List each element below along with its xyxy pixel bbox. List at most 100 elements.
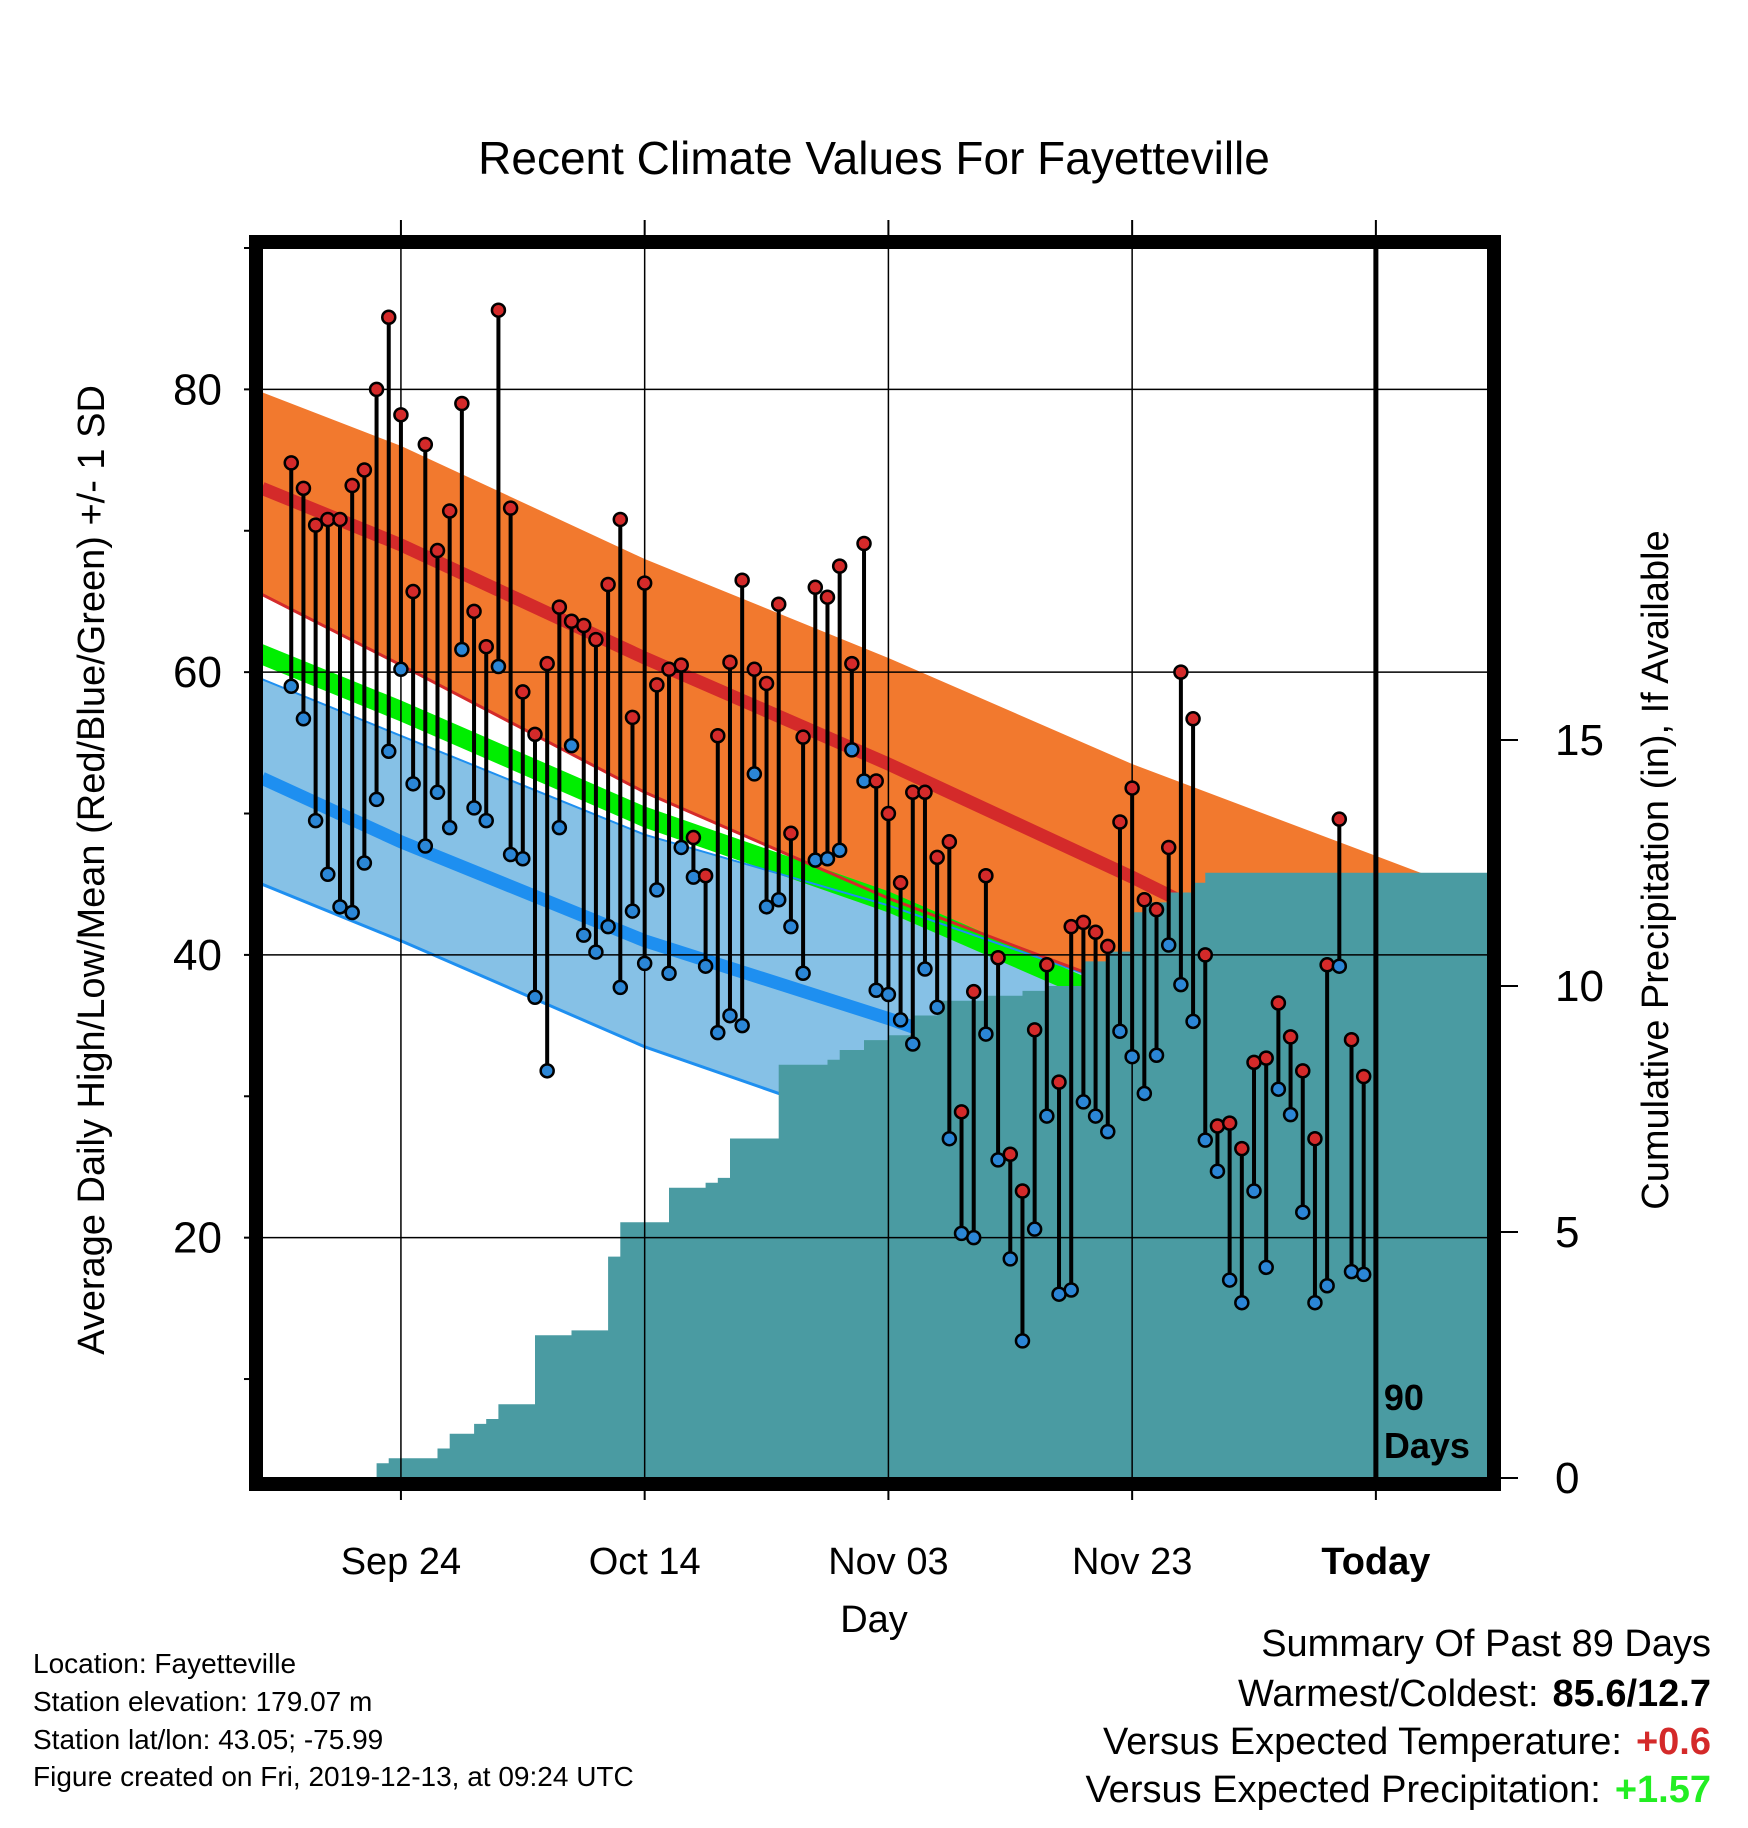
- daily-high-point: [1173, 664, 1189, 680]
- daily-low-point: [1221, 1272, 1238, 1288]
- daily-high-point: [380, 309, 397, 326]
- daily-high-point: [795, 729, 811, 745]
- y-axis-label: Average Daily High/Low/Mean (Red/Blue/Gr…: [71, 385, 113, 1355]
- daily-high-point: [722, 654, 738, 670]
- daily-high-point: [978, 867, 994, 884]
- daily-high-point: [588, 631, 604, 648]
- daily-low-point: [880, 986, 897, 1003]
- today-marker-label: 90: [1384, 1377, 1424, 1418]
- daily-low-point: [1039, 1108, 1055, 1124]
- daily-low-point: [697, 958, 714, 974]
- precip-deviation-value: +1.57: [1614, 1769, 1711, 1811]
- x-tick-label: Today: [1321, 1541, 1430, 1583]
- y-tick-label: 80: [173, 365, 222, 414]
- plot-frame: [249, 235, 1501, 1491]
- daily-low-point: [1197, 1132, 1214, 1148]
- daily-high-point: [624, 709, 641, 726]
- x-axis-label: Day: [840, 1599, 908, 1641]
- created-text: Figure created on Fri, 2019-12-13, at 09…: [33, 1761, 634, 1792]
- daily-high-point: [649, 677, 665, 693]
- daily-low-point: [1136, 1085, 1153, 1102]
- daily-high-point: [917, 784, 933, 801]
- location-text: Location: Fayetteville: [33, 1648, 297, 1679]
- daily-low-point: [1002, 1251, 1019, 1267]
- daily-high-point: [368, 381, 385, 398]
- daily-low-point: [307, 812, 324, 829]
- daily-low-point: [405, 776, 421, 792]
- daily-high-point: [807, 579, 824, 596]
- daily-high-point: [697, 867, 714, 884]
- daily-low-point: [1173, 976, 1189, 993]
- daily-low-point: [831, 842, 848, 859]
- daily-low-point: [1124, 1048, 1140, 1065]
- daily-high-point: [441, 503, 458, 519]
- daily-low-point: [795, 965, 811, 982]
- daily-high-point: [1282, 1029, 1299, 1045]
- daily-high-point: [1221, 1115, 1238, 1131]
- daily-low-point: [758, 899, 775, 915]
- plot-content: 90 Days: [262, 248, 1488, 1478]
- daily-low-point: [600, 918, 616, 935]
- temp-deviation-value: +0.6: [1635, 1721, 1711, 1763]
- daily-high-point: [710, 728, 726, 744]
- daily-low-point: [1307, 1294, 1323, 1311]
- y2-tick-label: 15: [1555, 716, 1604, 765]
- daily-high-point: [478, 638, 494, 655]
- daily-high-point: [356, 462, 373, 478]
- daily-low-point: [295, 711, 312, 727]
- daily-low-point: [393, 661, 409, 678]
- daily-low-point: [892, 1012, 909, 1028]
- y2-tick-label: 0: [1555, 1454, 1579, 1503]
- daily-high-point: [819, 589, 836, 605]
- elevation-text: Station elevation: 179.07 m: [33, 1686, 373, 1717]
- daily-high-point: [405, 583, 421, 600]
- y2-tick-label: 10: [1555, 962, 1604, 1011]
- daily-low-point: [1246, 1183, 1262, 1199]
- daily-low-point: [770, 892, 787, 908]
- daily-low-point: [746, 766, 763, 782]
- daily-high-point: [1087, 924, 1104, 941]
- daily-high-point: [831, 558, 848, 574]
- daily-high-point: [295, 480, 312, 497]
- chart-title: Recent Climate Values For Fayetteville: [478, 132, 1270, 184]
- daily-low-point: [1087, 1108, 1104, 1124]
- daily-low-point: [1282, 1106, 1299, 1123]
- daily-high-point: [490, 302, 507, 318]
- daily-high-point: [515, 684, 531, 700]
- daily-high-point: [783, 825, 799, 842]
- daily-high-point: [685, 829, 702, 846]
- daily-low-point: [1026, 1221, 1043, 1237]
- daily-high-point: [502, 500, 519, 516]
- latlon-text: Station lat/lon: 43.05; -75.99: [33, 1724, 384, 1755]
- daily-high-point: [539, 655, 555, 672]
- daily-high-point: [758, 675, 775, 692]
- daily-high-point: [527, 726, 543, 743]
- daily-low-point: [649, 882, 665, 898]
- daily-low-point: [551, 819, 568, 836]
- daily-low-point: [1014, 1333, 1031, 1349]
- daily-low-point: [429, 784, 446, 801]
- y-tick-label: 20: [173, 1214, 222, 1263]
- daily-low-point: [1100, 1123, 1116, 1140]
- daily-high-point: [1270, 995, 1287, 1011]
- daily-high-point: [1014, 1183, 1031, 1199]
- daily-high-point: [1026, 1022, 1043, 1038]
- today-marker-label: Days: [1384, 1425, 1470, 1466]
- daily-low-point: [1185, 1013, 1201, 1030]
- daily-high-point: [1319, 957, 1335, 973]
- daily-high-point: [673, 657, 689, 673]
- daily-low-point: [710, 1024, 726, 1041]
- daily-low-point: [490, 658, 507, 675]
- daily-high-point: [1112, 814, 1128, 830]
- daily-low-point: [466, 800, 482, 816]
- daily-low-point: [344, 904, 360, 921]
- daily-high-point: [953, 1104, 970, 1120]
- daily-high-point: [393, 407, 409, 423]
- daily-low-point: [1295, 1204, 1311, 1220]
- daily-high-point: [880, 805, 897, 822]
- daily-high-point: [1124, 780, 1140, 796]
- daily-high-point: [466, 603, 482, 620]
- daily-low-point: [441, 819, 458, 836]
- daily-high-point: [429, 542, 446, 559]
- daily-high-point: [941, 834, 958, 850]
